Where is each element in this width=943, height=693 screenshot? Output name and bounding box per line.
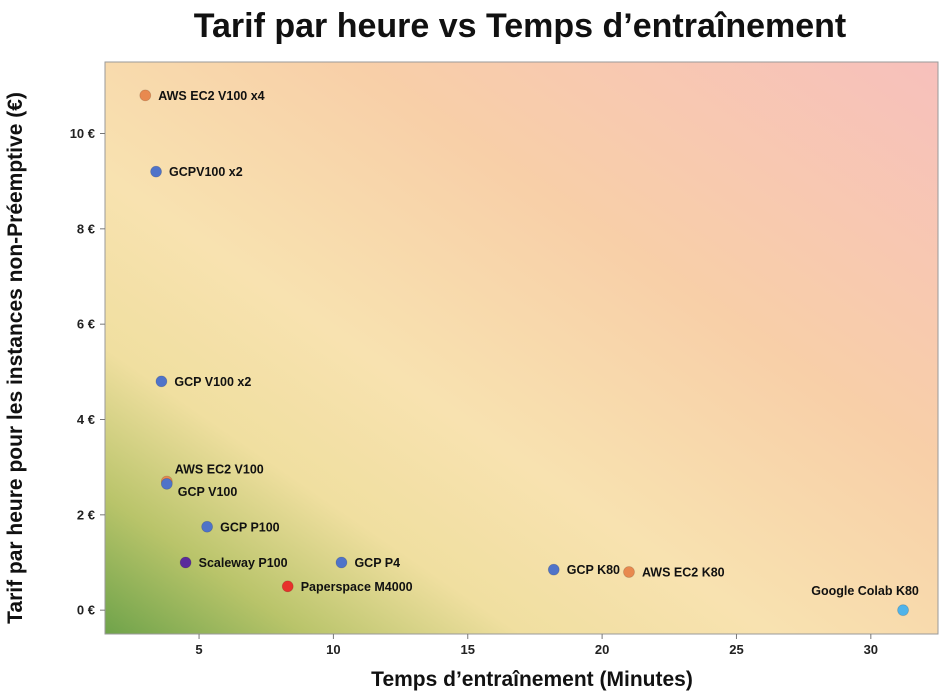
x-tick-label: 25 bbox=[729, 642, 743, 657]
data-point bbox=[281, 580, 294, 593]
y-tick-label: 6 € bbox=[77, 317, 95, 332]
data-point-label: AWS EC2 V100 x4 bbox=[158, 89, 264, 103]
x-tick-label: 30 bbox=[864, 642, 878, 657]
data-points: AWS EC2 V100 x4 GCPV100 x2 GCP V100 x2 AWS … bbox=[139, 89, 919, 617]
data-point-label: Paperspace M4000 bbox=[301, 580, 413, 594]
data-point-label: GCP V100 bbox=[178, 485, 238, 499]
plot-area bbox=[104, 61, 939, 635]
x-axis-ticks: 5 10 15 20 25 30 bbox=[195, 634, 878, 657]
data-point-label: AWS EC2 V100 bbox=[175, 462, 264, 476]
data-point bbox=[335, 556, 348, 569]
data-point-label: Google Colab K80 bbox=[811, 584, 919, 598]
data-point bbox=[547, 563, 560, 576]
data-point bbox=[179, 556, 192, 569]
data-point bbox=[155, 375, 168, 388]
data-point bbox=[160, 477, 173, 490]
x-tick-label: 15 bbox=[461, 642, 475, 657]
data-point bbox=[201, 520, 214, 533]
y-tick-label: 8 € bbox=[77, 221, 95, 236]
data-point bbox=[139, 89, 152, 102]
data-point-label: GCP P4 bbox=[354, 556, 400, 570]
data-point bbox=[150, 165, 162, 178]
x-tick-label: 20 bbox=[595, 642, 609, 657]
data-point-label: GCP V100 x2 bbox=[174, 375, 251, 389]
data-point-label: Scaleway P100 bbox=[199, 556, 288, 570]
x-axis-label: Temps d’entraînement (Minutes) bbox=[371, 668, 693, 691]
data-point-label: GCP P100 bbox=[220, 520, 280, 534]
x-tick-label: 5 bbox=[195, 642, 202, 657]
chart-title: Tarif par heure vs Temps d’entraînement bbox=[194, 7, 846, 45]
y-axis-ticks: 0 € 2 € 4 € 6 € 8 € 10 € bbox=[70, 126, 105, 618]
data-point-label: GCP K80 bbox=[567, 563, 620, 577]
data-point bbox=[897, 604, 909, 617]
x-tick-label: 10 bbox=[326, 642, 340, 657]
data-point bbox=[623, 566, 635, 578]
y-tick-label: 0 € bbox=[77, 603, 95, 618]
data-point-label: AWS EC2 K80 bbox=[642, 566, 725, 580]
data-point-label: GCPV100 x2 bbox=[169, 165, 243, 179]
y-axis-label: Tarif par heure pour les instances non-P… bbox=[4, 92, 27, 624]
y-tick-label: 10 € bbox=[70, 126, 95, 141]
y-tick-label: 2 € bbox=[77, 507, 95, 522]
y-tick-label: 4 € bbox=[77, 412, 95, 427]
